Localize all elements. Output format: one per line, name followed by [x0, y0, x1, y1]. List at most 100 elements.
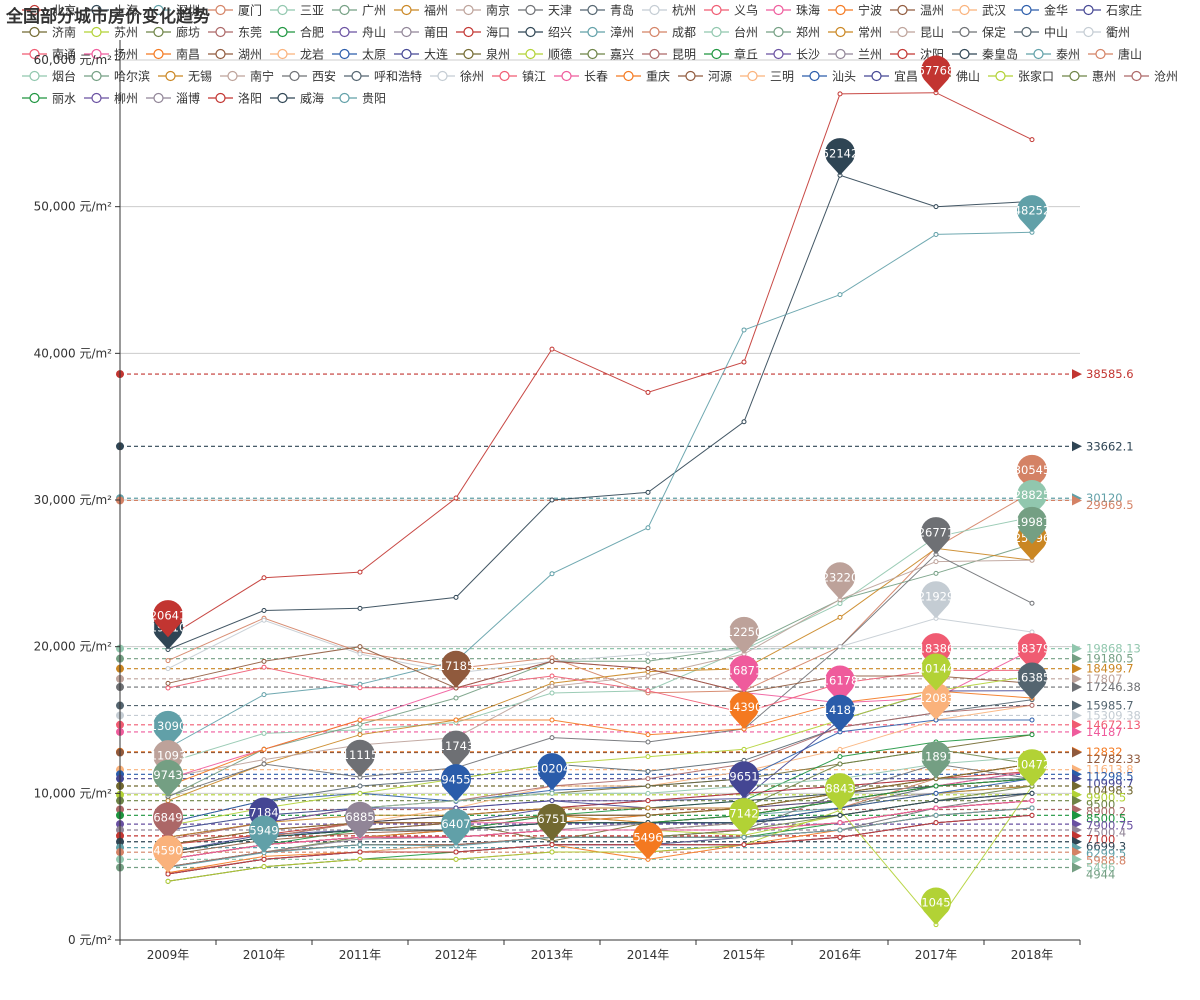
max-pin: 18379	[1014, 633, 1050, 671]
legend-item[interactable]: 三明	[740, 70, 794, 84]
legend-item[interactable]: 宁波	[828, 3, 882, 18]
legend-label: 烟台	[52, 69, 76, 84]
legend-marker-icon	[995, 70, 1006, 82]
series-line	[167, 547, 1033, 802]
legend-item[interactable]: 贵阳	[332, 92, 386, 106]
legend-item[interactable]: 三亚	[270, 4, 324, 18]
legend-item[interactable]: 青岛	[580, 3, 634, 18]
legend-item[interactable]: 顺德	[518, 47, 572, 62]
legend-item[interactable]: 合肥	[270, 25, 324, 40]
legend-item[interactable]: 河源	[678, 70, 732, 84]
legend-item[interactable]: 太原	[332, 47, 386, 62]
data-point	[261, 757, 267, 763]
legend-item[interactable]: 大连	[394, 47, 448, 62]
pin-label: 4590	[153, 844, 182, 858]
legend-item[interactable]: 重庆	[616, 70, 670, 84]
legend-item[interactable]: 淄博	[146, 91, 200, 106]
legend-item[interactable]: 烟台	[22, 69, 76, 84]
legend-item[interactable]: 汕头	[802, 70, 856, 84]
legend-item[interactable]: 嘉兴	[580, 48, 634, 62]
legend-item[interactable]: 南京	[456, 3, 510, 18]
legend-item[interactable]: 中山	[1014, 25, 1068, 40]
legend-label: 济南	[52, 25, 76, 40]
legend-item[interactable]: 宜昌	[864, 69, 918, 84]
legend-item[interactable]: 成都	[642, 26, 696, 40]
legend-item[interactable]: 唐山	[1088, 47, 1142, 62]
legend-item[interactable]: 镇江	[492, 70, 546, 84]
legend-item[interactable]: 天津	[518, 4, 572, 18]
legend-item[interactable]: 北京	[22, 4, 76, 18]
legend-item[interactable]: 舟山	[332, 26, 386, 40]
legend-label: 东莞	[238, 26, 262, 40]
legend-item[interactable]: 柳州	[84, 92, 138, 106]
legend-item[interactable]: 昆山	[890, 26, 944, 40]
legend-item[interactable]: 丽水	[22, 92, 76, 106]
pin-marker-icon	[441, 650, 471, 688]
legend-item[interactable]: 张家口	[988, 69, 1054, 84]
legend-label: 河源	[708, 70, 732, 84]
legend-item[interactable]: 湖州	[208, 47, 262, 62]
legend-item[interactable]: 保定	[952, 25, 1006, 40]
legend-item[interactable]: 威海	[270, 91, 324, 106]
legend-item[interactable]: 义乌	[704, 3, 758, 18]
legend-item[interactable]: 广州	[332, 4, 386, 18]
legend-item[interactable]: 兰州	[828, 48, 882, 62]
legend-item[interactable]: 台州	[704, 25, 758, 40]
legend-item[interactable]: 常州	[828, 26, 882, 40]
legend-item[interactable]: 海口	[456, 25, 510, 40]
data-point	[933, 798, 939, 804]
legend-item[interactable]: 泉州	[456, 48, 510, 62]
legend-item[interactable]: 龙岩	[270, 47, 324, 62]
legend-item[interactable]: 济南	[22, 25, 76, 40]
legend-item[interactable]: 昆明	[642, 48, 696, 62]
legend-item[interactable]: 珠海	[766, 3, 820, 18]
legend-item[interactable]: 福州	[394, 3, 448, 18]
legend-item[interactable]: 廊坊	[146, 25, 200, 40]
average-label: 33662.1	[1086, 439, 1134, 453]
legend-item[interactable]: 漳州	[580, 25, 634, 40]
legend-item[interactable]: 惠州	[1062, 70, 1116, 84]
legend-item[interactable]: 上海	[84, 3, 138, 18]
pin-label: 30545	[1014, 463, 1051, 477]
legend-item[interactable]: 东莞	[208, 26, 262, 40]
legend-item[interactable]: 厦门	[208, 3, 262, 18]
legend-item[interactable]: 呼和浩特	[344, 69, 422, 84]
legend-item[interactable]: 沧州	[1124, 69, 1178, 84]
data-point	[549, 790, 555, 796]
legend-item[interactable]: 绍兴	[518, 26, 572, 40]
legend-item[interactable]: 长春	[554, 70, 608, 84]
pin-label: 8843	[825, 781, 854, 795]
legend-item[interactable]: 南宁	[220, 69, 274, 84]
pin-marker-icon	[153, 759, 184, 798]
legend-item[interactable]: 秦皇岛	[952, 47, 1018, 62]
legend-label: 张家口	[1018, 69, 1054, 84]
legend-item[interactable]: 南通	[22, 47, 76, 62]
legend-item[interactable]: 章丘	[704, 47, 758, 62]
legend-item[interactable]: 西安	[282, 69, 336, 84]
legend-item[interactable]: 苏州	[84, 26, 138, 40]
legend-item[interactable]: 泰州	[1026, 48, 1080, 62]
legend-item[interactable]: 莆田	[394, 26, 448, 40]
average-label: 5988.8	[1086, 854, 1126, 868]
legend-label: 龙岩	[300, 47, 324, 62]
legend-item[interactable]: 南昌	[146, 47, 200, 62]
legend-item[interactable]: 哈尔滨	[84, 69, 150, 84]
legend-item[interactable]: 郑州	[766, 25, 820, 40]
legend-marker-icon	[1131, 70, 1142, 82]
legend-item[interactable]: 石家庄	[1076, 3, 1142, 18]
series-金华	[165, 717, 1035, 826]
legend-item[interactable]: 金华	[1014, 3, 1068, 18]
legend-item[interactable]: 杭州	[642, 3, 696, 18]
legend-item[interactable]: 温州	[890, 4, 944, 18]
legend-item[interactable]: 洛阳	[208, 91, 262, 106]
legend-item[interactable]: 衢州	[1076, 26, 1130, 40]
series-义乌	[165, 664, 1035, 716]
legend-item[interactable]: 长沙	[766, 48, 820, 62]
legend-label: 舟山	[362, 26, 386, 40]
legend-item[interactable]: 徐州	[430, 69, 484, 84]
legend-item[interactable]: 武汉	[952, 4, 1006, 18]
legend-item[interactable]: 深圳	[146, 4, 200, 18]
legend-item[interactable]: 无锡	[158, 69, 212, 84]
legend-label: 廊坊	[176, 25, 200, 40]
data-point	[933, 805, 939, 811]
